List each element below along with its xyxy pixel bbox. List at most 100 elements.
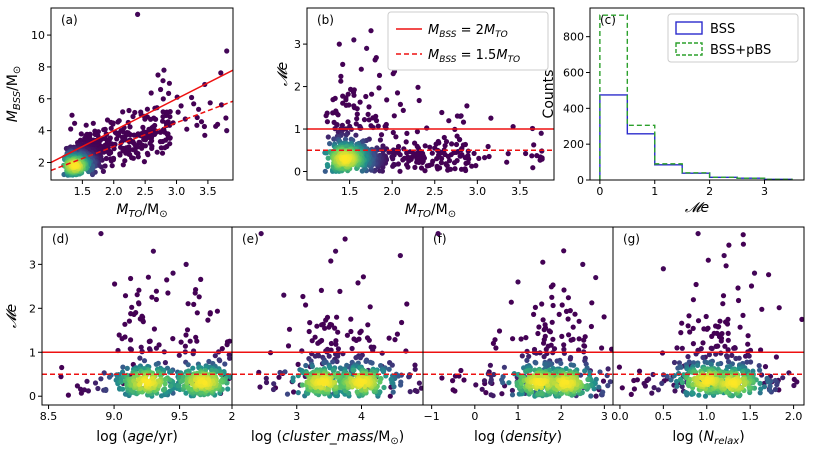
data-point [160, 96, 166, 102]
data-point [270, 386, 277, 393]
data-point [664, 373, 670, 379]
data-point [757, 367, 763, 373]
data-point [153, 288, 159, 294]
data-point [449, 141, 455, 147]
data-point [767, 383, 773, 389]
data-point [178, 103, 184, 109]
data-point [100, 168, 106, 174]
data-point [530, 165, 536, 171]
y-tick-label: 2 [294, 81, 301, 94]
data-point [194, 122, 200, 128]
data-point [108, 372, 114, 378]
data-point [547, 361, 554, 367]
data-point [354, 116, 360, 122]
data-point [452, 388, 458, 394]
data-point [146, 338, 152, 345]
data-point [120, 386, 126, 392]
data-point [679, 379, 685, 386]
data-point [185, 362, 191, 368]
data-point [524, 357, 530, 363]
data-point [92, 380, 99, 386]
data-point [366, 337, 372, 343]
x-axis-label: MTO/M⊙ [405, 202, 456, 220]
data-point [343, 102, 349, 108]
data-point [394, 331, 400, 337]
data-point [412, 387, 418, 394]
data-point [300, 293, 306, 300]
data-point [465, 148, 471, 154]
data-point [380, 369, 387, 375]
data-point [547, 329, 554, 335]
data-point [631, 386, 638, 392]
data-point [483, 390, 489, 396]
x-axis-label: log (Nrelax) [672, 429, 744, 447]
data-point [439, 155, 445, 162]
data-point [162, 376, 168, 382]
data-point [601, 314, 607, 320]
data-point [655, 387, 662, 393]
data-point [772, 377, 779, 384]
data-point [524, 348, 530, 354]
data-point [607, 379, 613, 385]
data-point [566, 332, 572, 338]
data-point [358, 387, 365, 393]
data-point [559, 302, 565, 308]
data-point [198, 389, 204, 395]
data-point [101, 127, 107, 133]
data-point [327, 141, 333, 147]
data-point [499, 391, 505, 397]
data-point [335, 329, 341, 335]
data-point [189, 94, 195, 101]
data-point [458, 166, 465, 172]
data-point [485, 143, 491, 150]
data-point [351, 37, 357, 43]
data-point [162, 381, 168, 387]
data-point [192, 290, 198, 296]
data-point [533, 360, 539, 366]
data-point [312, 334, 318, 340]
data-point [729, 352, 735, 358]
ratio-line [51, 69, 233, 164]
data-point [565, 316, 571, 322]
data-point [794, 379, 800, 385]
data-point [224, 48, 230, 54]
data-point [330, 359, 336, 365]
data-point [531, 311, 537, 317]
data-point [490, 340, 496, 346]
data-point [435, 230, 441, 237]
data-point [122, 158, 128, 164]
data-point [748, 283, 755, 289]
data-point [433, 141, 439, 147]
data-point [439, 375, 445, 381]
data-point [720, 293, 727, 299]
data-point [98, 376, 104, 382]
data-point [147, 347, 153, 353]
data-point [674, 345, 680, 351]
x-tick-label: 2 [558, 410, 565, 423]
data-point [599, 345, 605, 351]
data-point [333, 341, 339, 347]
data-point [671, 359, 678, 366]
data-point [384, 97, 390, 103]
data-point [438, 160, 444, 166]
panel-label: (b) [317, 13, 334, 27]
data-point [717, 318, 723, 324]
data-point [309, 363, 315, 369]
y-axis-label: Counts [541, 70, 557, 119]
data-point [222, 361, 228, 367]
data-point [407, 389, 413, 395]
panel-e: 2 3 4 (e) log (cluster_mass/M⊙) [229, 226, 424, 447]
data-point [353, 121, 359, 127]
data-point [390, 71, 396, 77]
data-point [377, 168, 383, 174]
y-tick-label: 200 [563, 138, 584, 151]
data-point [473, 163, 479, 169]
data-point [344, 332, 350, 338]
data-point [690, 297, 697, 303]
data-point [59, 364, 65, 371]
data-point [713, 343, 719, 349]
data-point [182, 116, 188, 122]
data-point [334, 358, 340, 365]
data-point [354, 389, 360, 395]
